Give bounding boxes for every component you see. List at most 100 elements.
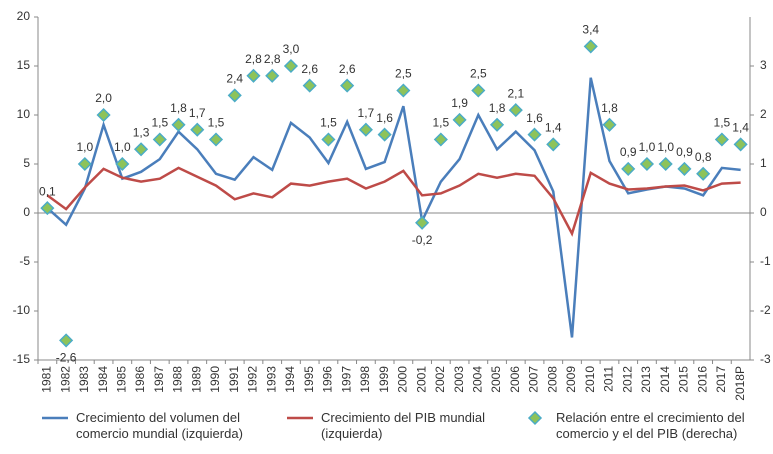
data-label: 1,6 — [526, 111, 543, 125]
data-label: 1,7 — [189, 106, 206, 120]
x-tick-label: 2000 — [396, 366, 410, 393]
ratio-marker — [583, 39, 598, 54]
data-label: 2,4 — [226, 72, 243, 86]
x-tick-label: 1981 — [40, 366, 54, 393]
ratio-marker — [152, 132, 167, 147]
legend-label: Crecimiento del PIB mundial (izquierda) — [321, 410, 486, 441]
ratio-marker — [714, 132, 729, 147]
y-tick-label: 15 — [17, 58, 31, 72]
y-tick-label: 5 — [23, 156, 30, 170]
x-tick-label: 2004 — [470, 366, 484, 393]
ratio-marker — [621, 161, 636, 176]
ratio-marker — [452, 112, 467, 127]
x-tick-label: 1988 — [171, 366, 185, 393]
x-tick-label: 1984 — [96, 366, 110, 393]
data-label: 0,9 — [676, 145, 693, 159]
data-label: 1,5 — [151, 116, 168, 130]
data-label: 2,6 — [301, 62, 318, 76]
y-tick-label: -5 — [19, 254, 30, 268]
data-label: -0,2 — [412, 233, 433, 247]
data-label: 1,0 — [639, 140, 656, 154]
ratio-marker — [115, 156, 130, 172]
ratio-marker — [265, 68, 280, 83]
line-series — [46, 166, 741, 237]
data-label: 1,3 — [133, 125, 150, 139]
x-tick-label: 1993 — [264, 366, 278, 393]
x-tick-label: 2006 — [508, 366, 522, 393]
x-tick-label: 1996 — [321, 366, 335, 393]
data-label: 3,0 — [283, 42, 300, 56]
x-tick-label: 2003 — [452, 366, 466, 393]
data-label: 0,1 — [39, 184, 56, 198]
y2-tick-label: 3 — [760, 58, 767, 72]
data-label: 1,6 — [376, 111, 393, 125]
ratio-marker — [283, 58, 299, 74]
ratio-marker — [59, 333, 74, 348]
x-tick-label: 2002 — [433, 366, 447, 393]
legend-label: Crecimiento del volumen del comercio mun… — [76, 410, 243, 441]
y-tick-label: -15 — [13, 352, 31, 366]
ratio-marker — [677, 161, 692, 176]
ratio-marker — [508, 103, 523, 118]
data-label: 2,8 — [245, 52, 262, 66]
x-tick-label: 1998 — [358, 366, 372, 393]
data-label: 0,8 — [695, 150, 712, 164]
x-tick-label: 2005 — [489, 366, 503, 393]
legend-label: Relación entre el crecimiento del comerc… — [556, 410, 745, 441]
x-tick-label: 2015 — [677, 366, 691, 393]
ratio-marker — [302, 78, 317, 93]
ratio-marker — [321, 132, 336, 147]
ratio-marker — [77, 156, 92, 172]
data-label: 1,4 — [545, 121, 562, 135]
y-tick-label: 0 — [23, 205, 30, 219]
x-tick-label: 1997 — [339, 366, 353, 393]
x-tick-label: 2018P — [733, 366, 747, 401]
ratio-marker — [227, 88, 242, 103]
data-label: 2,5 — [395, 67, 412, 81]
x-tick-label: 2016 — [695, 366, 709, 393]
ratio-marker — [733, 137, 748, 152]
x-tick-label: 1994 — [283, 366, 297, 393]
ratio-marker — [639, 156, 655, 172]
data-label: -2,6 — [56, 351, 77, 365]
x-tick-label: 2010 — [583, 366, 597, 393]
data-label: 1,4 — [732, 121, 749, 135]
legend-swatch — [42, 416, 68, 420]
legend-swatch — [287, 416, 313, 420]
x-tick-label: 2013 — [639, 366, 653, 393]
data-label: 2,0 — [95, 91, 112, 105]
x-tick-label: 2008 — [545, 366, 559, 393]
ratio-marker — [396, 83, 411, 98]
legend: Crecimiento del volumen del comercio mun… — [0, 410, 773, 454]
legend-item: Relación entre el crecimiento del comerc… — [520, 410, 773, 442]
data-label: 2,5 — [470, 67, 487, 81]
ratio-marker — [377, 127, 392, 142]
ratio-marker — [471, 83, 486, 98]
x-tick-label: 2001 — [414, 366, 428, 393]
ratio-marker — [358, 122, 373, 137]
x-tick-label: 1990 — [208, 366, 222, 393]
ratio-marker — [546, 137, 561, 152]
legend-marker — [527, 410, 543, 426]
x-tick-label: 2012 — [620, 366, 634, 393]
data-label: 2,8 — [264, 52, 281, 66]
y2-tick-label: -1 — [760, 254, 771, 268]
x-tick-label: 1985 — [114, 366, 128, 393]
x-tick-label: 2017 — [714, 366, 728, 393]
data-label: 1,5 — [432, 116, 449, 130]
x-tick-label: 1986 — [133, 366, 147, 393]
ratio-marker — [489, 117, 505, 132]
y-tick-label: -10 — [13, 303, 31, 317]
data-label: 3,4 — [582, 23, 599, 37]
y-tick-label: 20 — [17, 9, 31, 23]
data-label: 1,5 — [714, 116, 731, 130]
data-label: 1,0 — [657, 140, 674, 154]
data-label: 1,5 — [208, 116, 225, 130]
ratio-marker — [415, 215, 430, 230]
ratio-marker — [658, 156, 673, 172]
ratio-marker — [208, 132, 224, 147]
ratio-marker — [190, 122, 205, 137]
ratio-marker — [171, 117, 186, 132]
y2-tick-label: -2 — [760, 303, 771, 317]
legend-item: Crecimiento del volumen del comercio mun… — [40, 410, 276, 442]
